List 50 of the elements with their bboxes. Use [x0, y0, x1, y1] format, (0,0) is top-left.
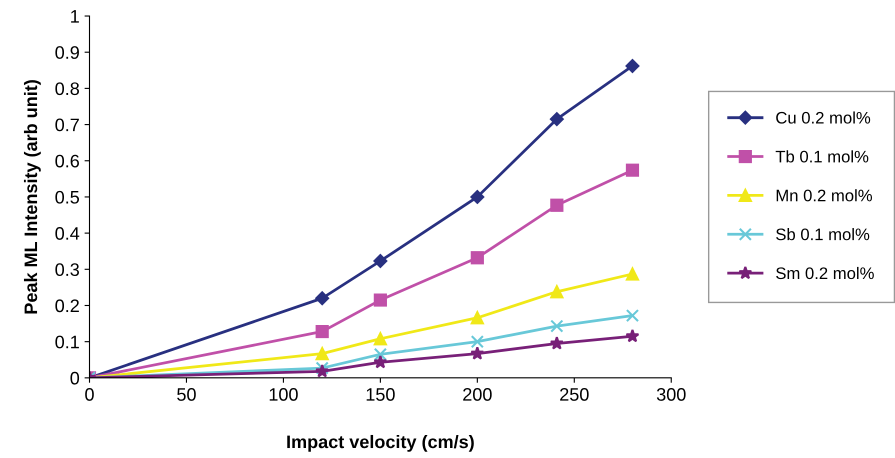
point — [374, 293, 387, 307]
legend-label: Sm 0.2 mol% — [776, 266, 874, 280]
x-tick-label: 250 — [560, 388, 589, 401]
point — [316, 324, 329, 338]
y-tick-label: 1 — [71, 10, 79, 23]
y-tick-label: 0.8 — [55, 82, 79, 96]
point — [550, 112, 564, 126]
x-tick-label: 100 — [270, 388, 298, 401]
point — [625, 328, 640, 342]
y-tick-label: 0.9 — [55, 46, 79, 59]
point — [470, 251, 484, 264]
point — [315, 291, 330, 306]
x-axis-title: Impact velocity (cm/s) — [287, 434, 474, 452]
point — [470, 190, 484, 204]
point — [374, 332, 387, 346]
y-tick-label: 0.5 — [55, 190, 80, 204]
x-tick-label: 150 — [366, 388, 395, 401]
point — [626, 164, 640, 177]
point — [626, 59, 640, 73]
y-tick-label: 0.6 — [55, 154, 79, 168]
y-tick-label: 0.3 — [55, 263, 79, 276]
y-tick-label: 0 — [70, 372, 80, 385]
point — [316, 347, 329, 360]
point — [550, 336, 564, 350]
point — [373, 354, 388, 368]
point — [373, 254, 388, 268]
point — [374, 348, 387, 361]
x-tick-label: 50 — [177, 388, 196, 401]
point — [550, 285, 564, 298]
point — [626, 267, 640, 281]
legend-label: Mn 0.2 mol% — [776, 189, 872, 202]
x-tick-label: 300 — [656, 388, 686, 401]
y-tick-label: 0.4 — [55, 227, 80, 240]
legend-label: Cu 0.2 mol% — [776, 111, 870, 124]
point — [470, 335, 484, 348]
y-tick-label: 0.7 — [55, 118, 79, 132]
point — [550, 320, 564, 333]
x-tick-label: 0 — [85, 388, 94, 401]
point — [626, 309, 640, 322]
y-tick-label: 0.2 — [55, 299, 79, 312]
point — [550, 198, 564, 212]
point — [316, 361, 329, 375]
y-axis-title: Peak ML Intensity (arb unit) — [24, 80, 41, 314]
point — [470, 311, 484, 324]
x-tick-label: 200 — [463, 388, 492, 401]
point — [315, 364, 330, 378]
legend-label: Sb 0.1 mol% — [776, 228, 870, 240]
point — [470, 346, 484, 360]
y-tick-label: 0.1 — [55, 336, 79, 348]
legend-label: Tb 0.1 mol% — [776, 150, 868, 163]
